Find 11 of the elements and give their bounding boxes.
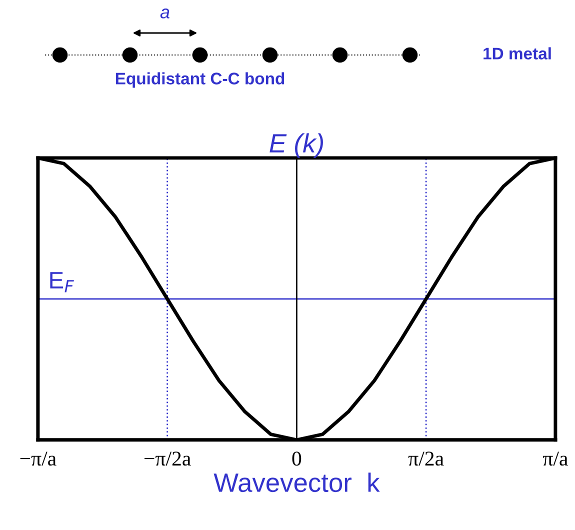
x-tick-label: π/2a [408,452,444,466]
x-axis-title: Wavevector k [214,472,380,492]
x-tick-label: −π/2a [144,452,191,466]
x-tick-label: 0 [292,452,302,466]
text: 1D metal [484,47,551,60]
chart-title: E (k) [270,133,323,158]
x-tick-label: π/a [542,452,568,466]
text: Equidistant C-C bond [116,72,284,88]
ref-line-label: E$_{F}$ [50,272,74,292]
x-tick-label: −π/a [20,452,56,466]
text: a [160,8,170,18]
